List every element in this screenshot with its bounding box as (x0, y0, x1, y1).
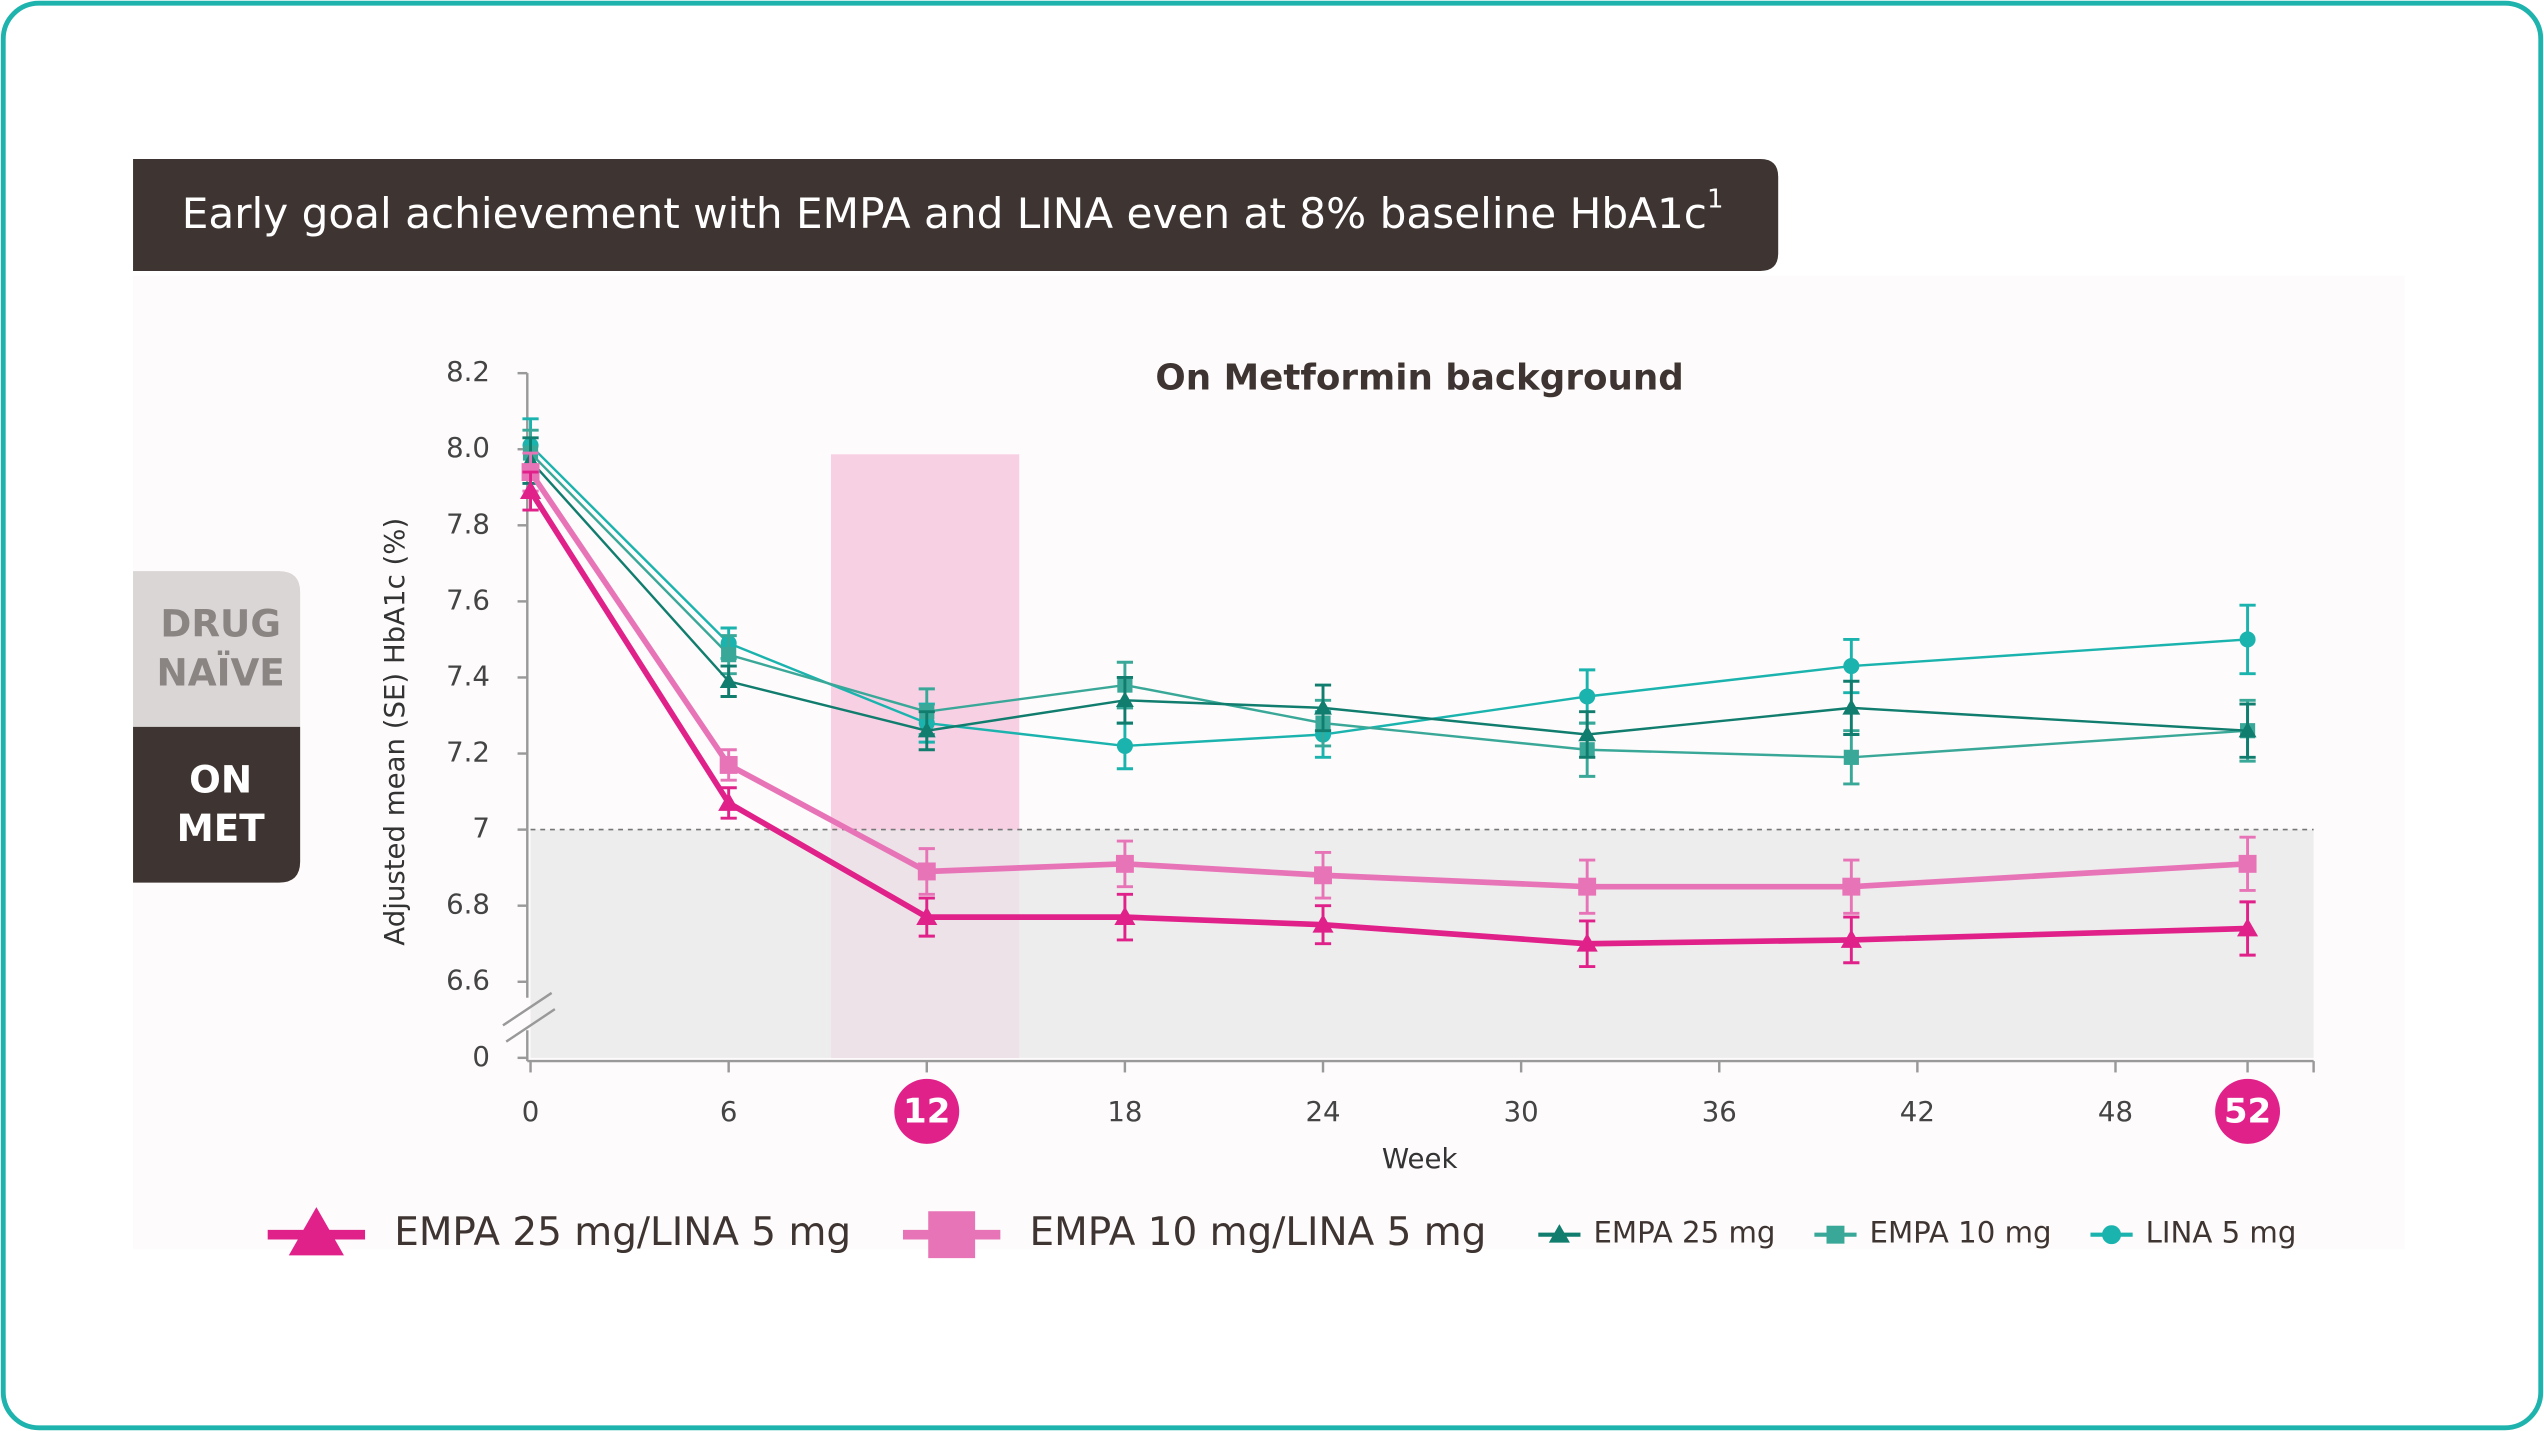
tab-label: DRUG (160, 602, 281, 646)
marker (917, 721, 936, 738)
marker (2238, 854, 2257, 873)
x-tick-label: 48 (2098, 1095, 2133, 1128)
header-bar (133, 159, 1779, 271)
marker (721, 647, 737, 663)
marker (2238, 721, 2257, 738)
x-tick-label: 52 (2224, 1092, 2271, 1132)
marker (519, 480, 542, 499)
tab-label: ON (189, 758, 252, 802)
marker (718, 792, 740, 811)
marker (719, 672, 738, 688)
marker (2239, 631, 2256, 648)
y-tick-label: 7.4 (446, 659, 490, 692)
marker (928, 1211, 976, 1259)
series-line (529, 459, 2248, 736)
legend-label: LINA 5 mg (2146, 1216, 2297, 1250)
marker (1314, 698, 1332, 715)
x-axis-label: Week (1382, 1142, 1458, 1175)
y-tick-label: 7.6 (446, 583, 490, 616)
marker (1314, 866, 1332, 885)
series-line (528, 470, 2248, 890)
goal-region (530, 829, 2314, 1058)
chart-title: On Metformin background (1155, 358, 1683, 399)
marker (1842, 698, 1861, 715)
y-tick-label: 7.2 (446, 736, 490, 769)
marker (1826, 1225, 1845, 1244)
highlight-tick (894, 1078, 960, 1144)
x-tick-label: 18 (1107, 1095, 1142, 1128)
marker (1578, 725, 1597, 742)
tab-label: MET (177, 806, 266, 850)
marker (1843, 749, 1859, 765)
series-line (529, 444, 2248, 748)
x-tick-label: 30 (1504, 1095, 1539, 1128)
marker (1843, 658, 1860, 675)
axis-break (502, 991, 556, 1043)
series-line (528, 489, 2248, 947)
legend-label: EMPA 25 mg/LINA 5 mg (394, 1210, 851, 1255)
marker (1576, 933, 1598, 952)
legend-label: EMPA 10 mg/LINA 5 mg (1030, 1210, 1487, 1255)
marker (719, 755, 738, 774)
highlight-tick (2215, 1078, 2281, 1144)
tab (133, 726, 301, 883)
tab (133, 571, 301, 727)
x-tick-label: 36 (1702, 1095, 1737, 1128)
marker (916, 906, 938, 926)
marker (1578, 877, 1597, 896)
marker (1579, 688, 1596, 705)
legend-label: EMPA 10 mg (1870, 1216, 2052, 1250)
legend-label: EMPA 25 mg (1593, 1216, 1775, 1250)
y-tick-label: 7.8 (446, 507, 490, 540)
x-tick-label: 0 (522, 1095, 540, 1128)
marker (917, 862, 936, 881)
y-tick-label: 8.0 (446, 431, 490, 464)
marker (1842, 877, 1861, 896)
y-tick-label: 6.8 (446, 888, 490, 921)
y-tick-label: 7 (472, 812, 490, 845)
chart-panel (133, 275, 2405, 1250)
x-tick-label: 24 (1305, 1095, 1340, 1128)
marker (1115, 854, 1134, 873)
marker (1312, 914, 1334, 933)
marker (2237, 917, 2259, 937)
tab-label: NAÏVE (156, 650, 284, 694)
x-tick-label: 12 (903, 1092, 950, 1132)
marker (1114, 906, 1136, 926)
x-tick-label: 6 (720, 1095, 738, 1128)
y-axis-label: Adjusted mean (SE) HbA1c (%) (378, 518, 411, 946)
header-title: Early goal achievement with EMPA and LIN… (182, 184, 1724, 237)
marker (288, 1207, 344, 1256)
marker (2102, 1225, 2122, 1245)
y-tick-label: 6.6 (446, 964, 490, 997)
x-tick-label: 42 (1900, 1095, 1935, 1128)
y-tick-label: 0 (472, 1040, 490, 1073)
y-tick-label: 8.2 (446, 355, 490, 388)
marker (1116, 737, 1133, 754)
marker (1548, 1224, 1570, 1243)
marker (1115, 691, 1134, 707)
marker (1840, 929, 1862, 948)
